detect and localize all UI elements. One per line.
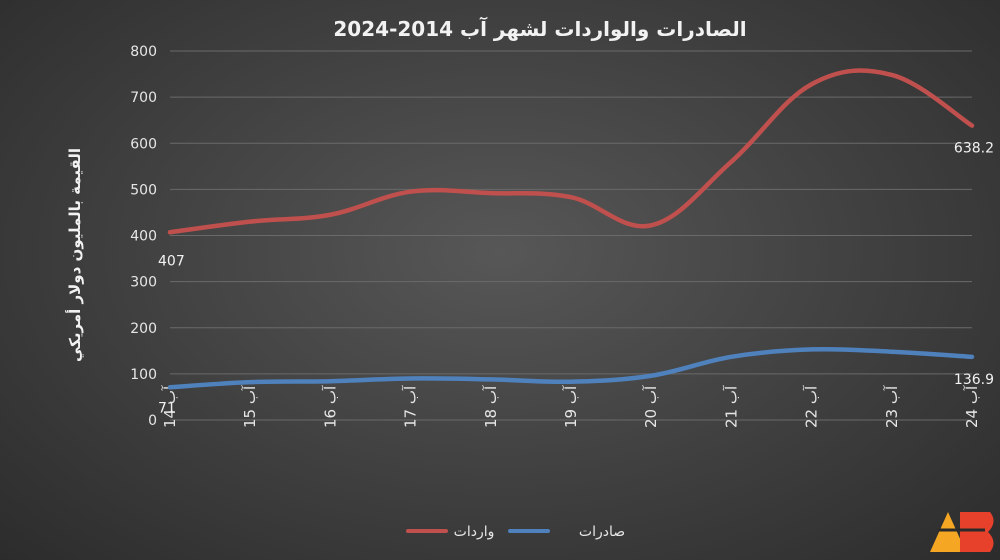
x-tick-label: آب 15 bbox=[241, 385, 259, 428]
data-label-last: 638.2 bbox=[954, 141, 994, 157]
y-tick-label: 0 bbox=[148, 413, 157, 429]
legend-label-1: صادرات bbox=[579, 524, 625, 540]
data-label-first: 71 bbox=[158, 400, 176, 416]
data-labels: 407 638.2 71 136.9 bbox=[158, 141, 994, 417]
chart-title: الصادرات والواردات لشهر آب 2014-2024 bbox=[333, 16, 746, 41]
x-tick-label: آب 19 bbox=[562, 385, 580, 428]
series-line-1 bbox=[167, 346, 975, 390]
y-tick-label: 500 bbox=[130, 182, 157, 198]
logo bbox=[930, 512, 994, 552]
data-label-last: 136.9 bbox=[954, 372, 994, 388]
y-tick-label: 400 bbox=[130, 229, 157, 245]
y-tick-label: 300 bbox=[130, 275, 157, 291]
x-tick-label: آب 14 bbox=[161, 385, 179, 428]
y-tick-label: 600 bbox=[130, 136, 157, 152]
logo-shape-a bbox=[930, 512, 966, 552]
gridlines bbox=[170, 50, 972, 421]
data-label-first: 407 bbox=[158, 253, 185, 269]
y-axis-label: القيمة بالمليون دولار أمريكي bbox=[65, 148, 84, 362]
series-line-0 bbox=[167, 68, 975, 235]
x-tick-label: آب 16 bbox=[321, 385, 339, 428]
legend: واردات صادرات bbox=[406, 524, 625, 540]
x-axis-ticks: آب 14 آب 15 آب 16 آب 17 آب 18 آب 19 آب 20 آب 21… bbox=[161, 385, 981, 428]
x-tick-label: آب 17 bbox=[402, 385, 420, 428]
y-tick-label: 700 bbox=[130, 90, 157, 106]
x-tick-label: آب 22 bbox=[803, 385, 821, 428]
y-tick-label: 100 bbox=[130, 367, 157, 383]
x-tick-label: آب 24 bbox=[963, 385, 981, 428]
y-tick-label: 200 bbox=[130, 321, 157, 337]
y-tick-label: 800 bbox=[130, 44, 157, 60]
series-lines bbox=[167, 68, 975, 390]
legend-label-0: واردات bbox=[454, 524, 495, 540]
x-tick-label: آب 21 bbox=[722, 385, 740, 428]
x-tick-label: آب 20 bbox=[642, 385, 660, 428]
x-tick-label: آب 18 bbox=[482, 385, 500, 428]
y-axis-ticks: 0 100 200 300 400 500 600 700 800 bbox=[130, 44, 157, 429]
logo-shape-b bbox=[960, 512, 994, 552]
x-tick-label: آب 23 bbox=[883, 385, 901, 428]
